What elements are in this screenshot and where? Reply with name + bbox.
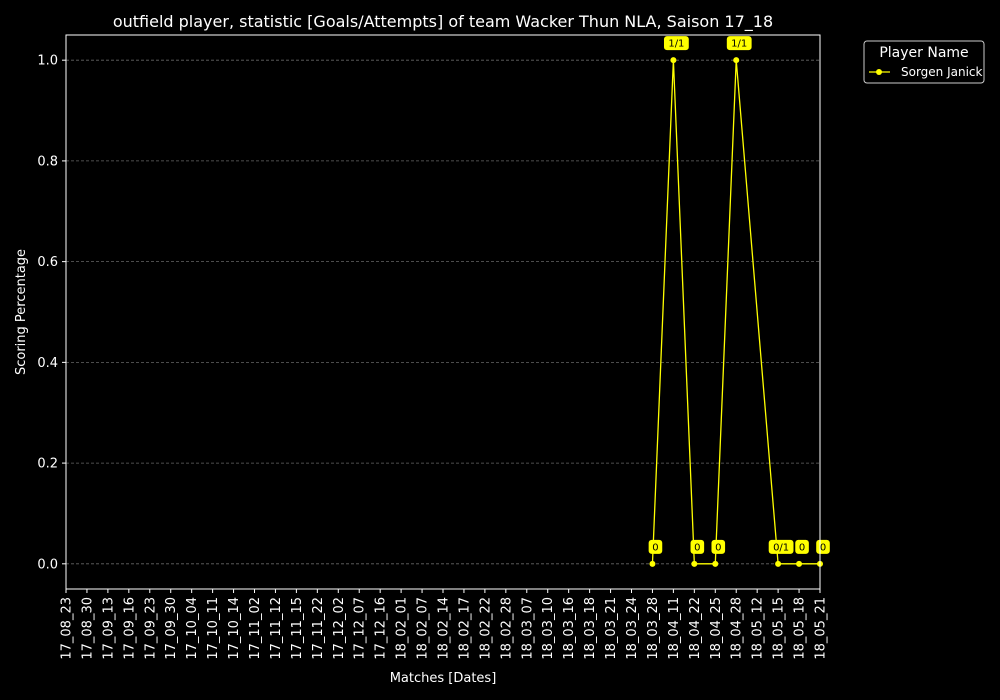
x-tick-label: 17_09_30 — [164, 597, 179, 660]
x-tick-label: 18_04_22 — [688, 597, 703, 660]
y-tick-label: 0.2 — [37, 457, 58, 472]
x-tick-label: 17_09_13 — [101, 597, 116, 660]
x-tick-label: 18_05_15 — [772, 597, 787, 660]
x-tick-label: 18_02_22 — [478, 597, 493, 660]
data-label-box — [726, 36, 752, 51]
data-label: 0 — [648, 539, 663, 554]
x-tick-label: 18_05_12 — [751, 597, 766, 660]
x-tick-label: 18_05_21 — [814, 597, 829, 660]
data-label-text: 0 — [799, 542, 805, 553]
data-label: 0 — [690, 539, 705, 554]
x-tick-label: 17_10_14 — [227, 597, 242, 660]
x-tick-label: 17_12_16 — [374, 597, 389, 660]
data-point — [649, 560, 656, 567]
chart-title: outfield player, statistic [Goals/Attemp… — [113, 12, 773, 32]
y-tick-label: 0.8 — [37, 154, 58, 169]
x-tick-label: 17_11_22 — [311, 597, 326, 660]
x-tick-label: 18_03_10 — [541, 597, 556, 660]
x-tick-label: 18_03_21 — [604, 597, 619, 660]
x-tick-label: 18_03_24 — [625, 597, 640, 660]
x-tick-label: 17_09_23 — [143, 597, 158, 660]
data-point — [775, 560, 782, 567]
data-label: 0 — [816, 539, 830, 554]
x-tick-label: 18_02_07 — [416, 597, 431, 660]
data-label-text: 0 — [715, 542, 721, 553]
x-tick-label: 17_11_15 — [290, 597, 305, 660]
data-label-text: 0 — [694, 542, 700, 553]
data-label-box — [768, 539, 794, 554]
x-tick-label: 17_08_23 — [60, 597, 75, 660]
data-points — [649, 57, 823, 567]
y-axis: 0.0 0.2 0.4 0.6 0.8 1.0 — [37, 54, 66, 572]
data-label-box — [663, 36, 689, 51]
x-tick-label: 18_04_28 — [730, 597, 745, 660]
data-labels: 0 1/1 0 0 1/1 0/1 0 0 — [648, 36, 830, 554]
data-label-box — [795, 539, 809, 554]
data-point — [670, 57, 677, 64]
data-label: 1/1 — [663, 36, 689, 51]
x-tick-label: 18_03_18 — [583, 597, 598, 660]
legend-title: Player Name — [879, 45, 968, 61]
data-label: 1/1 — [726, 36, 752, 51]
legend: Player Name Sorgen Janick — [863, 40, 985, 84]
data-point — [796, 560, 803, 567]
series-line — [651, 60, 820, 565]
data-label-box — [711, 539, 726, 554]
x-tick-label: 17_10_04 — [185, 597, 200, 660]
y-tick-label: 0.6 — [37, 255, 58, 270]
x-tick-label: 17_11_12 — [269, 597, 284, 660]
x-tick-label: 17_08_30 — [80, 597, 95, 660]
x-tick-label: 18_02_17 — [457, 597, 472, 660]
data-point — [691, 560, 698, 567]
x-tick-label: 17_12_02 — [332, 597, 347, 660]
legend-point-marker — [876, 69, 882, 75]
x-tick-label: 18_04_11 — [667, 597, 682, 660]
x-tick-label: 17_12_07 — [353, 597, 368, 660]
gridlines — [66, 59, 820, 565]
x-tick-label: 18_04_25 — [709, 597, 724, 660]
legend-entry-label: Sorgen Janick — [901, 65, 983, 79]
x-tick-label: 17_10_11 — [206, 597, 221, 660]
data-point — [733, 57, 740, 64]
x-tick-label: 18_03_28 — [646, 597, 661, 660]
legend-box — [863, 40, 985, 84]
plot-area-frame — [65, 34, 821, 590]
x-axis-label: Matches [Dates] — [390, 671, 497, 686]
data-label-text: 0 — [820, 542, 826, 553]
x-tick-label: 18_05_18 — [793, 597, 808, 660]
data-label-text: 0 — [652, 542, 658, 553]
data-label: 0/1 — [768, 539, 794, 554]
data-label-text: 0/1 — [773, 542, 789, 553]
x-tick-label: 18_02_28 — [499, 597, 514, 660]
y-tick-label: 0.0 — [37, 557, 58, 572]
y-tick-label: 0.4 — [37, 356, 58, 371]
data-label-text: 1/1 — [731, 39, 747, 50]
data-label-text: 1/1 — [668, 39, 684, 50]
x-tick-label: 17_11_02 — [248, 597, 263, 660]
x-axis: 17_08_23 17_08_30 17_09_13 17_09_16 17_09_23… — [60, 589, 829, 660]
x-tick-label: 18_03_07 — [520, 597, 535, 660]
data-label-box — [690, 539, 705, 554]
data-label-box — [648, 539, 663, 554]
data-point — [712, 560, 719, 567]
data-label: 0 — [795, 539, 809, 554]
y-axis-label: Scoring Percentage — [14, 249, 29, 375]
x-tick-label: 18_02_14 — [437, 597, 452, 660]
x-tick-label: 18_03_16 — [562, 597, 577, 660]
data-label: 0 — [711, 539, 726, 554]
y-tick-label: 1.0 — [37, 54, 58, 69]
series-lines — [651, 60, 820, 565]
x-tick-label: 18_02_01 — [395, 597, 410, 660]
x-tick-label: 17_09_16 — [122, 597, 137, 660]
